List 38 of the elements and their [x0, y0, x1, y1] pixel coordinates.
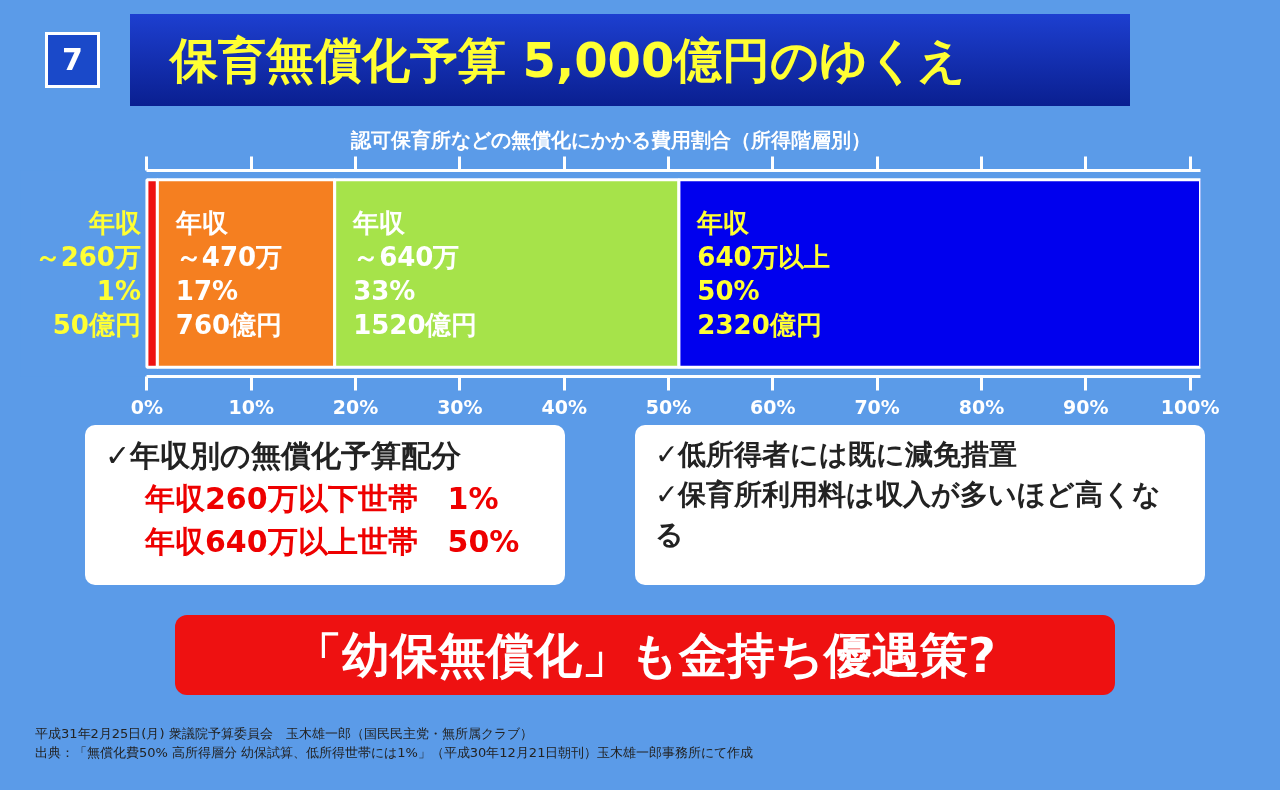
chart-title: 保育無償化予算 5,000億円のゆくえ	[129, 13, 1130, 107]
text: ～640万	[353, 241, 460, 272]
x-tick-label: 30%	[437, 395, 483, 418]
x-tick-label: 80%	[958, 395, 1005, 418]
x-tick-label: 90%	[1063, 395, 1109, 418]
text: ✓保育所利用料は収入が多いほど高くなる	[655, 478, 1162, 551]
text: ～470万	[175, 241, 283, 272]
text: ✓年収別の無償化予算配分	[105, 438, 462, 473]
text: 50%	[697, 275, 760, 306]
x-tick-label: 60%	[750, 395, 796, 418]
text: 1520億円	[353, 309, 478, 340]
text: 「幼保無償化」も金持ち優遇策?	[175, 615, 1115, 695]
x-tick-label: 100%	[1160, 395, 1220, 418]
text: 50億円	[52, 309, 141, 340]
x-tick-label: 50%	[645, 395, 692, 418]
x-tick-label: 10%	[228, 395, 274, 418]
text: 年収640万以上世帯 50%	[143, 523, 520, 559]
text: 760億円	[175, 309, 283, 340]
source-note: 出典：「無償化費50% 高所得層分 幼保試算、低所得世帯には1%」（平成30年12月21日朝刊）玉木雄一郎事務所にて作成	[35, 744, 754, 760]
text: 1%	[96, 275, 141, 306]
chart-subtitle: 認可保育所などの無償化にかかる費用割合（所得階層別）	[349, 127, 871, 152]
text: ✓低所得者には既に減免措置	[655, 438, 1018, 471]
text: 2320億円	[697, 309, 822, 340]
text: 年収260万以下世帯 1%	[143, 480, 499, 516]
x-tick-label: 0%	[130, 395, 164, 418]
text: 33%	[353, 275, 416, 306]
text: 年収	[88, 207, 141, 238]
text: 640万以上	[697, 241, 830, 272]
text: ～260万	[34, 241, 141, 272]
text: 7	[45, 31, 100, 89]
text: 17%	[175, 275, 239, 306]
x-tick-label: 40%	[541, 395, 587, 418]
text: 平成31年2月25日(月) 衆議院予算委員会 玉木雄一郎（国民民主党・無所属クラブ）	[35, 726, 533, 741]
text: 年収	[697, 207, 750, 238]
text: 年収	[175, 207, 228, 238]
text: 年収	[353, 207, 406, 238]
x-tick-label: 70%	[854, 395, 900, 418]
x-tick-label: 20%	[332, 395, 379, 418]
